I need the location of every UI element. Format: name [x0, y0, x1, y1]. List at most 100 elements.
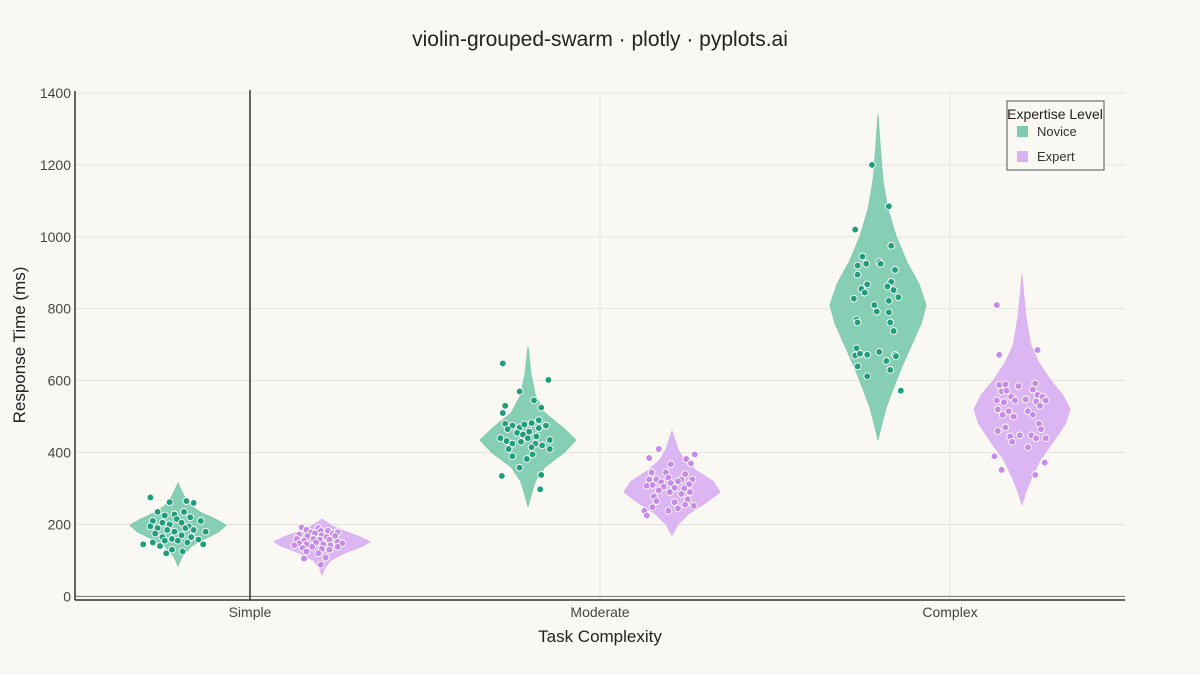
- swarm-point: [1032, 434, 1041, 443]
- swarm-point: [160, 536, 169, 545]
- swarm-point: [181, 524, 190, 532]
- swarm-point: [687, 459, 695, 468]
- swarm-point: [1037, 425, 1045, 434]
- swarm-point: [503, 425, 512, 434]
- swarm-point: [853, 270, 862, 279]
- swarm-point: [158, 518, 167, 527]
- swarm-point: [677, 490, 686, 498]
- swarm-point: [853, 261, 862, 270]
- swarm-point: [1024, 443, 1032, 452]
- swarm-point: [517, 437, 525, 446]
- chart-title: violin-grouped-swarm · plotly · pyplots.…: [412, 28, 788, 51]
- swarm-point: [997, 465, 1006, 474]
- swarm-point: [685, 480, 693, 489]
- swarm-point: [889, 327, 898, 335]
- swarm-point: [1004, 407, 1013, 416]
- violin-novice-moderate: [479, 346, 577, 509]
- swarm-point: [875, 348, 884, 356]
- legend-item-expert[interactable]: Expert: [1017, 149, 1075, 164]
- swarm-point: [173, 536, 182, 545]
- swarm-point: [545, 445, 554, 453]
- swarm-point: [1028, 385, 1037, 394]
- swarm-point: [527, 443, 536, 452]
- legend-swatch-expert: [1017, 151, 1028, 162]
- swarm-point: [665, 488, 674, 496]
- swarm-point: [182, 497, 191, 505]
- swarm-point: [1001, 423, 1010, 432]
- swarm-point: [654, 445, 663, 453]
- swarm-point: [139, 540, 148, 549]
- swarm-point: [674, 477, 682, 486]
- swarm-point: [194, 535, 203, 544]
- swarm-point: [523, 434, 532, 443]
- swarm-point: [1040, 458, 1049, 467]
- swarm-point: [183, 538, 192, 547]
- swarm-point: [872, 307, 881, 316]
- swarm-point: [863, 350, 872, 359]
- swarm-point: [884, 296, 893, 305]
- swarm-point: [504, 445, 513, 453]
- swarm-point: [168, 545, 176, 554]
- swarm-point: [682, 455, 691, 463]
- violin-novice-simple: [129, 481, 227, 568]
- swarm-point: [325, 545, 334, 554]
- swarm-point: [1021, 395, 1030, 404]
- swarm-point: [853, 362, 862, 371]
- swarm-point: [882, 357, 891, 365]
- x-axis-label: Task Complexity: [538, 627, 662, 646]
- swarm-point: [1014, 382, 1023, 390]
- swarm-point: [666, 460, 675, 468]
- swarm-point: [992, 301, 1001, 309]
- swarm-point: [884, 308, 893, 317]
- swarm-point: [162, 549, 171, 558]
- x-tick-label: Complex: [922, 604, 977, 620]
- swarm-point: [515, 463, 524, 472]
- swarm-point: [642, 511, 651, 520]
- swarm-point: [652, 497, 661, 505]
- swarm-point: [1036, 401, 1044, 410]
- swarm-point: [178, 547, 187, 556]
- y-tick-label: 1200: [40, 157, 71, 173]
- swarm-point: [534, 424, 543, 432]
- swarm-point: [852, 344, 861, 353]
- y-tick-label: 600: [48, 373, 72, 389]
- swarm-point: [196, 517, 205, 525]
- swarm-point: [681, 470, 690, 478]
- swarm-point: [887, 241, 896, 250]
- swarm-point: [856, 349, 864, 358]
- legend-item-novice[interactable]: Novice: [1017, 124, 1077, 139]
- legend-label-expert: Expert: [1037, 149, 1075, 164]
- swarm-point: [536, 485, 545, 494]
- swarm-point: [1028, 410, 1037, 419]
- swarm-point: [321, 553, 330, 562]
- swarm-point: [316, 560, 325, 569]
- swarm-point: [993, 405, 1002, 414]
- swarm-point: [522, 455, 531, 463]
- swarm-point: [993, 427, 1002, 435]
- swarm-point: [674, 504, 682, 513]
- swarm-point: [308, 542, 317, 551]
- swarm-point: [995, 381, 1004, 389]
- swarm-point: [883, 282, 892, 291]
- swarm-point: [534, 416, 543, 425]
- swarm-point: [648, 481, 657, 489]
- swarm-point: [146, 493, 155, 502]
- swarm-point: [302, 547, 311, 556]
- swarm-point: [165, 498, 174, 507]
- swarm-point: [1041, 434, 1050, 443]
- swarm-point: [664, 506, 673, 515]
- swarm-point: [177, 531, 186, 540]
- swarm-point: [886, 318, 895, 327]
- swarm-point: [180, 508, 188, 516]
- swarm-points: [139, 161, 1050, 569]
- y-tick-label: 800: [48, 301, 72, 317]
- swarm-point: [1002, 386, 1011, 395]
- swarm-point: [333, 542, 342, 551]
- swarm-point: [501, 401, 510, 410]
- swarm-point: [690, 450, 699, 459]
- swarm-point: [995, 350, 1004, 359]
- legend-label-novice: Novice: [1037, 124, 1077, 139]
- swarm-point: [670, 498, 679, 507]
- swarm-point: [858, 252, 867, 261]
